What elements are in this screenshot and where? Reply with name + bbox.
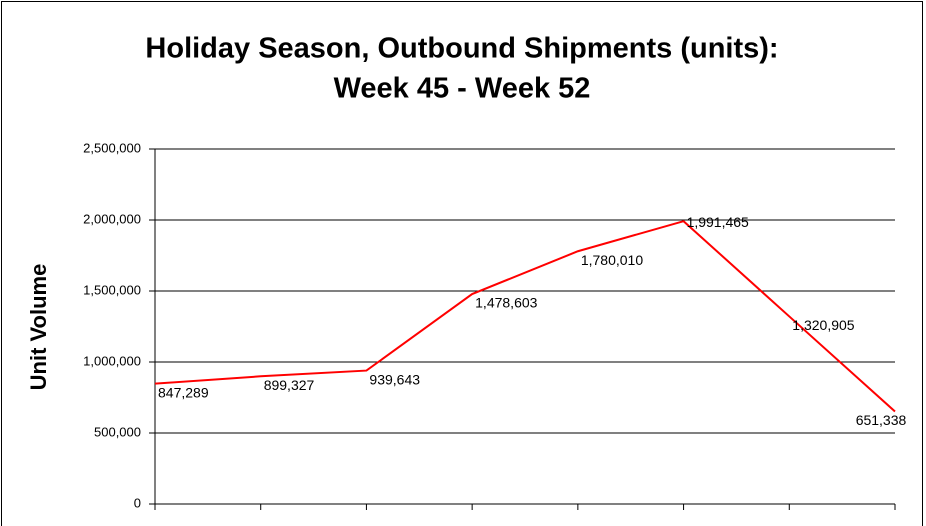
data-label: 1,320,905	[792, 317, 854, 333]
data-label: 1,478,603	[475, 295, 537, 311]
y-tick-label: 500,000	[94, 424, 141, 439]
data-label: 1,991,465	[687, 214, 749, 230]
data-line	[154, 220, 896, 413]
chart-title: Holiday Season, Outbound Shipments (unit…	[145, 33, 778, 65]
y-tick-label: 1,500,000	[83, 282, 141, 297]
y-axis-title: Unit Volume	[26, 264, 51, 391]
data-label: 939,643	[369, 371, 420, 387]
data-label: 899,327	[264, 377, 315, 393]
y-tick-label: 2,500,000	[83, 140, 141, 155]
y-tick-label: 1,000,000	[83, 353, 141, 368]
y-tick-label: 2,000,000	[83, 211, 141, 226]
y-tick-label: 0	[134, 495, 141, 510]
data-label: 847,289	[158, 384, 209, 400]
data-label: 651,338	[856, 412, 907, 428]
chart-title: Week 45 - Week 52	[334, 73, 591, 105]
data-label: 1,780,010	[581, 252, 643, 268]
